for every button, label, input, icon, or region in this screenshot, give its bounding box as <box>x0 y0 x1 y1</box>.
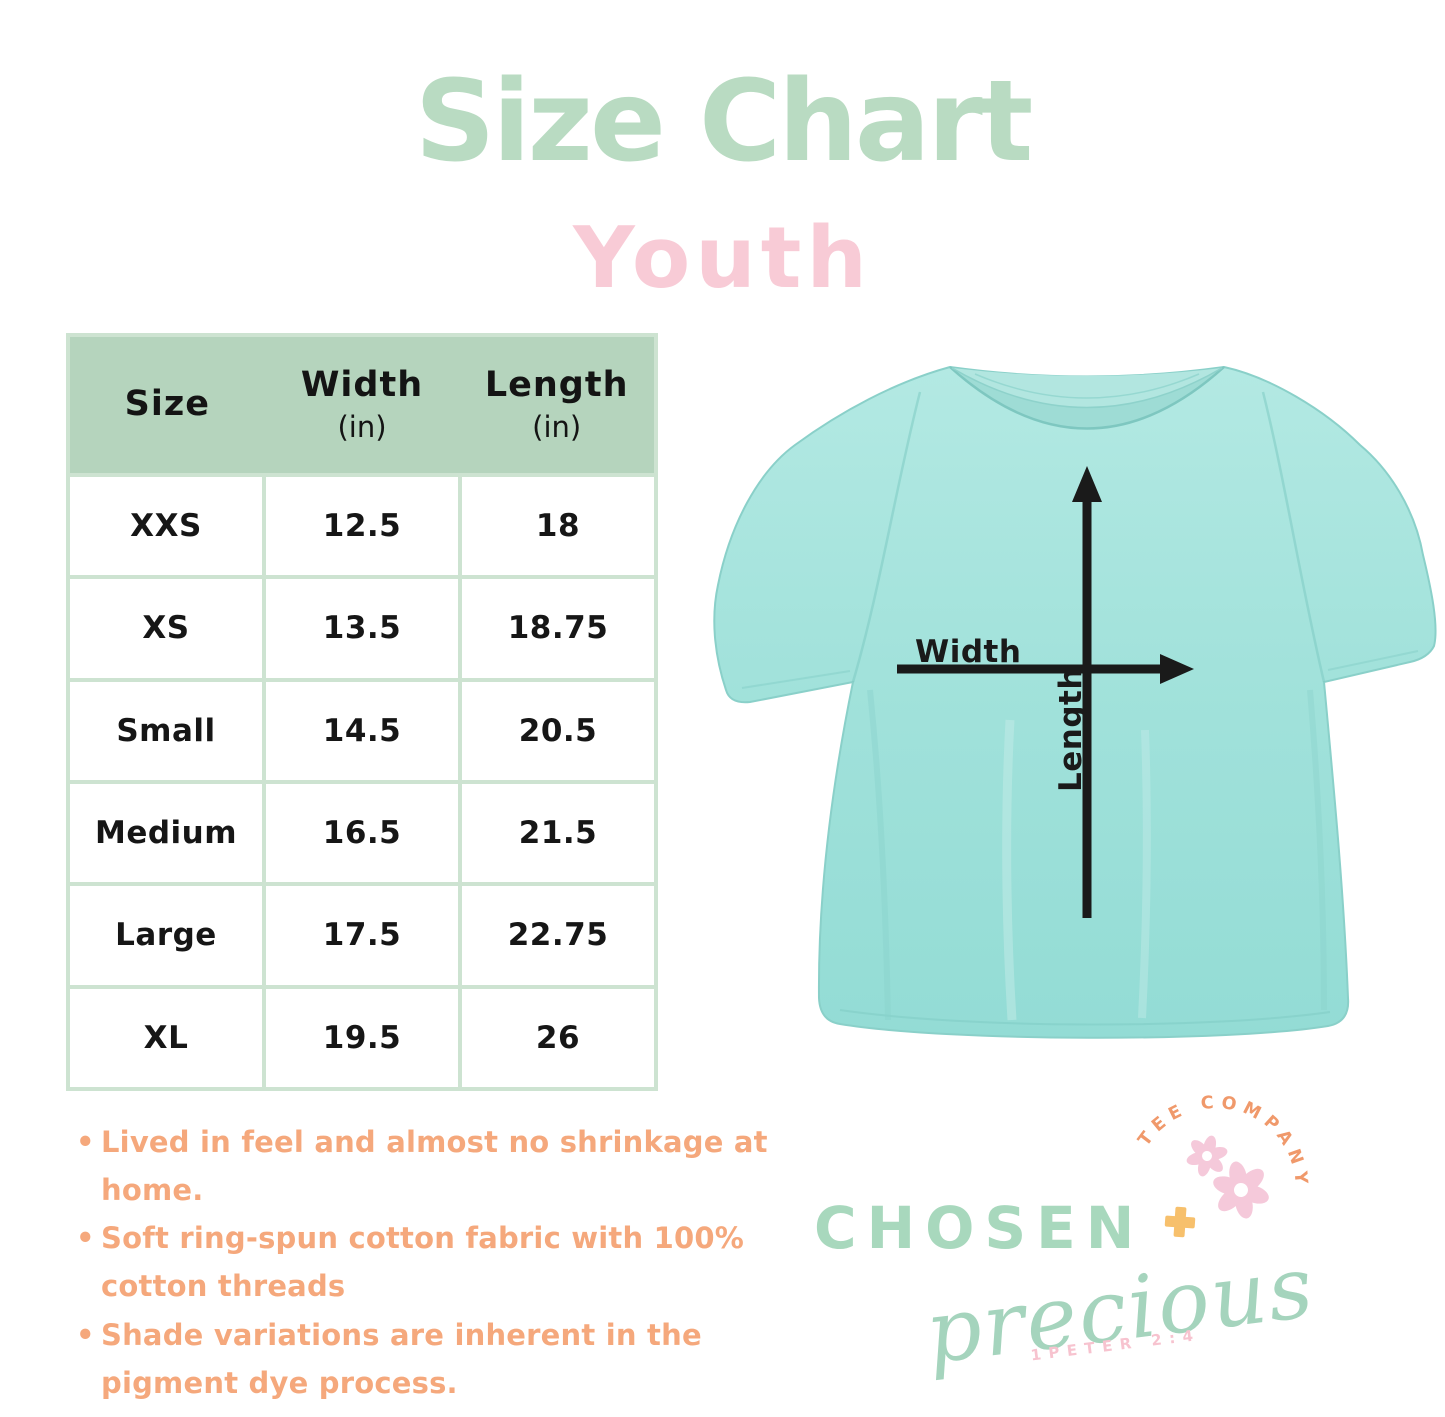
cell-width: 19.5 <box>266 988 458 1087</box>
cell-width: 16.5 <box>266 783 458 883</box>
cell-length: 22.75 <box>462 886 654 985</box>
width-arrow-head <box>1160 654 1194 684</box>
size-table: Size Width (in) Length (in) XXS 12.5 18 … <box>66 333 658 1091</box>
note-text: Shade variations are inherent in the pig… <box>101 1317 702 1400</box>
table-row: Large 17.5 22.75 <box>70 886 654 985</box>
cell-length: 26 <box>462 988 654 1087</box>
note-text: Lived in feel and almost no shrinkage at… <box>101 1125 768 1208</box>
width-label: Width <box>915 634 1021 670</box>
width-arrow-line <box>897 664 1162 674</box>
cell-size: Small <box>70 681 262 780</box>
cell-length: 18 <box>462 477 654 576</box>
brand-logo: TEE COMPANY CHOSEN pr <box>814 1093 1320 1384</box>
cell-width: 17.5 <box>266 886 458 985</box>
header-size: Size <box>70 337 265 473</box>
header-size-label: Size <box>124 384 210 425</box>
logo-brand-chosen: CHOSEN <box>814 1194 1144 1262</box>
cell-size: XS <box>70 579 262 678</box>
bullet-icon: • <box>76 1221 95 1256</box>
bullet-icon: • <box>76 1125 95 1159</box>
header-length: Length (in) <box>459 337 654 473</box>
cell-size: Medium <box>70 783 262 883</box>
table-row: XL 19.5 26 <box>70 988 654 1087</box>
length-arrow-line <box>1082 488 1092 918</box>
product-notes: • Lived in feel and almost no shrinkage … <box>70 1118 832 1407</box>
note-text: Soft ring-spun cotton fabric with 100% c… <box>101 1221 744 1304</box>
cell-width: 12.5 <box>266 477 458 576</box>
header-width-label: Width <box>300 365 424 406</box>
flower-icon <box>1213 1161 1269 1219</box>
cell-width: 13.5 <box>266 579 458 678</box>
table-row: Medium 16.5 21.5 <box>70 783 654 883</box>
cell-size: XXS <box>70 477 262 576</box>
header-length-unit: (in) <box>532 409 582 444</box>
flower-icon <box>1186 1135 1228 1177</box>
note-item: • Lived in feel and almost no shrinkage … <box>70 1118 832 1214</box>
note-item: • Shade variations are inherent in the p… <box>70 1311 832 1407</box>
plus-icon <box>1164 1206 1196 1238</box>
cell-width: 14.5 <box>266 681 458 780</box>
size-table-header: Size Width (in) Length (in) <box>70 337 654 473</box>
cell-length: 18.75 <box>462 579 654 678</box>
length-arrow-head <box>1072 466 1102 502</box>
header-length-label: Length <box>484 365 629 406</box>
tshirt-diagram: Width Length <box>713 365 1437 1039</box>
measurement-arrows: Width Length <box>897 466 1194 918</box>
table-row: XXS 12.5 18 <box>70 477 654 576</box>
cell-length: 20.5 <box>462 681 654 780</box>
page-subtitle: Youth <box>573 209 872 308</box>
cell-size: Large <box>70 886 262 985</box>
header-width: Width (in) <box>265 337 460 473</box>
bullet-icon: • <box>76 1317 95 1352</box>
note-item: • Soft ring-spun cotton fabric with 100%… <box>70 1214 832 1310</box>
cell-size: XL <box>70 988 262 1087</box>
header-width-unit: (in) <box>337 409 387 444</box>
table-row: XS 13.5 18.75 <box>70 579 654 678</box>
table-row: Small 14.5 20.5 <box>70 681 654 780</box>
page-title: Size Chart <box>414 57 1033 187</box>
tshirt-photo <box>713 365 1437 1039</box>
length-label: Length <box>1053 667 1089 792</box>
cell-length: 21.5 <box>462 783 654 883</box>
